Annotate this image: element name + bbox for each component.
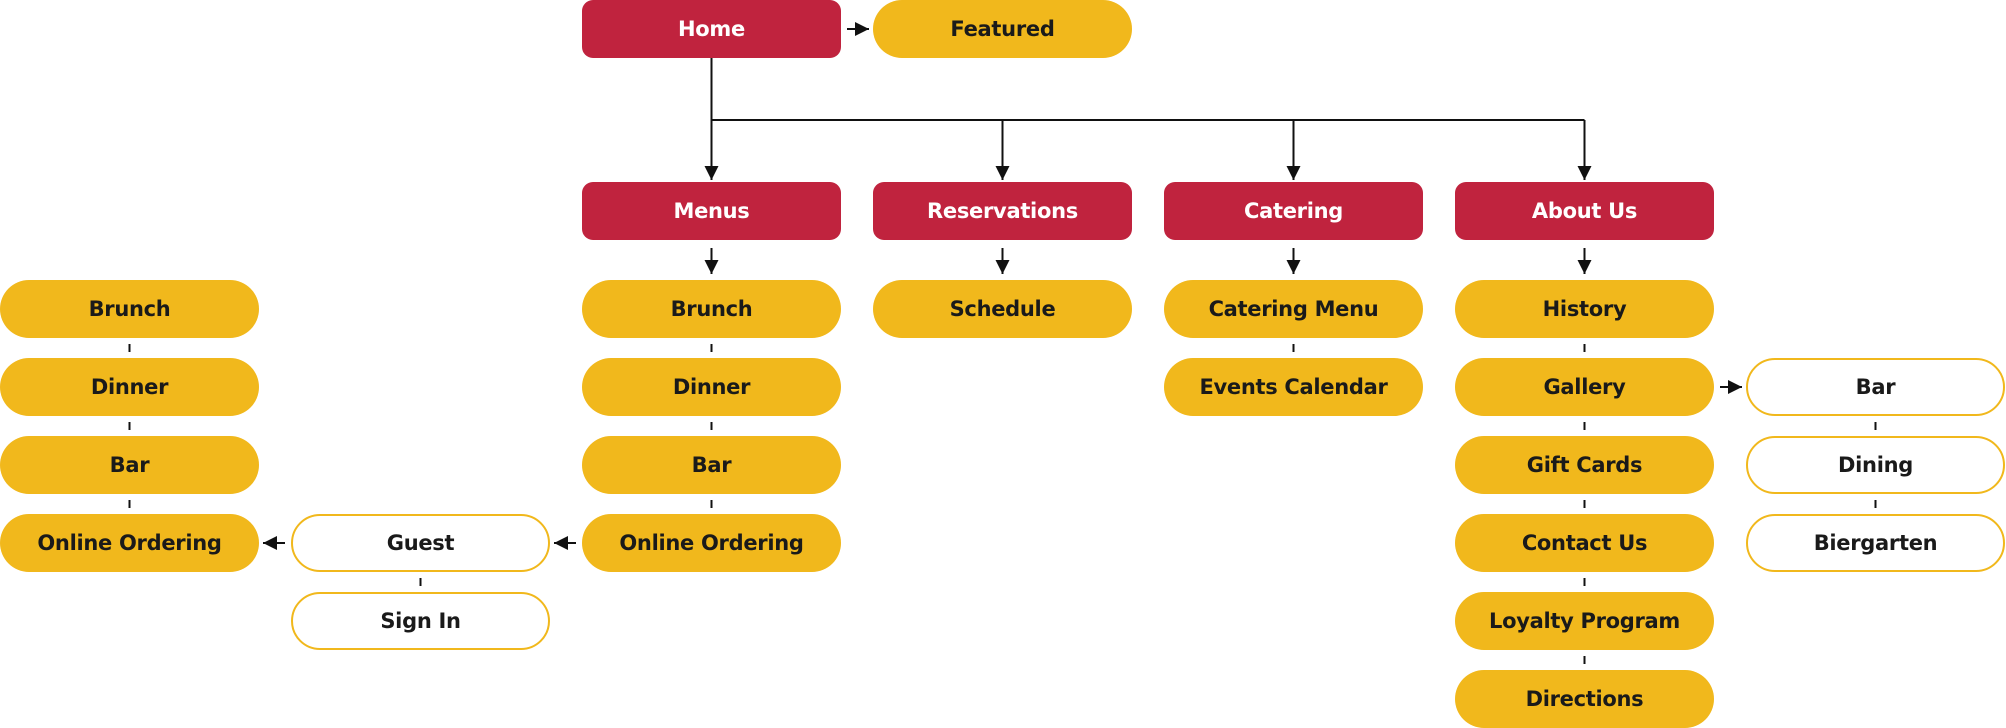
node-history: History [1455,280,1714,338]
node-label: Featured [950,17,1055,41]
node-label: Catering [1243,199,1343,223]
node-gallery-dining: Dining [1746,436,2005,494]
node-menus-bar: Bar [582,436,841,494]
node-guest-online-ordering: Online Ordering [0,514,259,572]
node-label: Dinner [672,375,751,399]
node-label: About Us [1531,199,1638,223]
node-label: Gallery [1543,375,1626,399]
node-menus-brunch: Brunch [582,280,841,338]
node-guest-bar: Bar [0,436,259,494]
node-sign-in: Sign In [291,592,550,650]
node-label: Catering Menu [1208,297,1379,321]
node-events-calendar: Events Calendar [1164,358,1423,416]
node-catering-menu: Catering Menu [1164,280,1423,338]
node-contact-us: Contact Us [1455,514,1714,572]
node-label: Dining [1838,453,1913,477]
connector-home-bus [710,58,1585,121]
node-catering: Catering [1164,182,1423,240]
node-home: Home [582,0,841,58]
node-directions: Directions [1455,670,1714,728]
node-label: Menus [673,199,750,223]
node-featured: Featured [873,0,1132,58]
node-label: History [1542,297,1627,321]
node-label: Home [678,17,745,41]
node-reservations: Reservations [873,182,1132,240]
node-label: Sign In [380,609,461,633]
node-label: Dinner [90,375,169,399]
node-gift-cards: Gift Cards [1455,436,1714,494]
node-label: Biergarten [1813,531,1938,555]
node-label: Brunch [88,297,171,321]
node-label: Loyalty Program [1488,609,1681,633]
node-schedule: Schedule [873,280,1132,338]
node-label: Bar [1855,375,1896,399]
node-label: Gift Cards [1526,453,1643,477]
node-label: Online Ordering [619,531,804,555]
node-guest-dinner: Dinner [0,358,259,416]
node-menus-online-ordering: Online Ordering [582,514,841,572]
node-loyalty-program: Loyalty Program [1455,592,1714,650]
node-guest: Guest [291,514,550,572]
node-label: Bar [109,453,150,477]
node-gallery-biergarten: Biergarten [1746,514,2005,572]
node-guest-brunch: Brunch [0,280,259,338]
node-label: Online Ordering [37,531,222,555]
node-label: Guest [386,531,455,555]
node-menus-dinner: Dinner [582,358,841,416]
node-label: Events Calendar [1199,375,1388,399]
node-about-us: About Us [1455,182,1714,240]
node-label: Bar [691,453,732,477]
node-menus: Menus [582,182,841,240]
node-label: Brunch [670,297,753,321]
node-gallery-bar: Bar [1746,358,2005,416]
node-gallery: Gallery [1455,358,1714,416]
node-label: Directions [1525,687,1644,711]
node-label: Reservations [927,199,1078,223]
node-label: Schedule [949,297,1056,321]
node-label: Contact Us [1521,531,1648,555]
